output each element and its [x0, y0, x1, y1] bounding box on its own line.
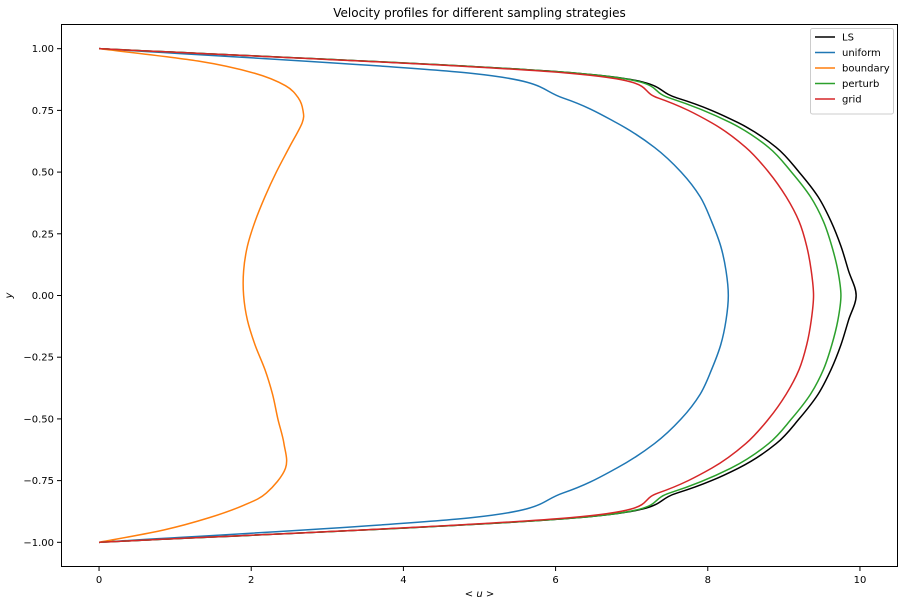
legend-label-ls: LS [842, 33, 854, 44]
y-tick-label: 0.00 [32, 291, 54, 302]
x-tick-label: 10 [854, 575, 867, 586]
legend-box [810, 28, 894, 115]
series-line-uniform [99, 47, 730, 544]
series-line-perturb [99, 47, 842, 544]
series-layer [98, 47, 857, 544]
y-axis-label: y [4, 291, 15, 299]
plot-frame [61, 24, 898, 567]
y-tick-label: 0.25 [32, 229, 54, 240]
y-axis: −1.00 −0.75 −0.50 −0.25 0.00 0.25 0.50 0.75 1.00 [23, 44, 61, 549]
chart-title: Velocity profiles for different sampling… [333, 6, 626, 20]
legend-label-boundary: boundary [842, 64, 890, 75]
legend: LS uniform boundary perturb grid [810, 28, 894, 115]
y-tick-label: −0.75 [23, 476, 54, 487]
y-tick-label: 1.00 [32, 44, 54, 55]
legend-label-grid: grid [842, 95, 862, 106]
x-tick-label: 2 [248, 575, 254, 586]
x-tick-label: 8 [705, 575, 711, 586]
x-axis-label: < u > [465, 589, 494, 600]
y-tick-label: −1.00 [23, 538, 54, 549]
series-line-boundary [98, 47, 305, 544]
x-tick-label: 6 [552, 575, 558, 586]
legend-label-perturb: perturb [842, 79, 879, 90]
y-tick-label: 0.75 [32, 106, 54, 117]
series-line-ls [99, 47, 857, 544]
x-axis: 0 2 4 6 8 10 [96, 567, 866, 586]
series-line-grid [99, 47, 815, 544]
y-tick-label: 0.50 [32, 168, 54, 179]
plot-area [61, 24, 898, 567]
y-tick-label: −0.25 [23, 353, 54, 364]
x-tick-label: 4 [400, 575, 406, 586]
y-tick-label: −0.50 [23, 414, 54, 425]
x-tick-label: 0 [96, 575, 102, 586]
legend-label-uniform: uniform [842, 48, 881, 59]
